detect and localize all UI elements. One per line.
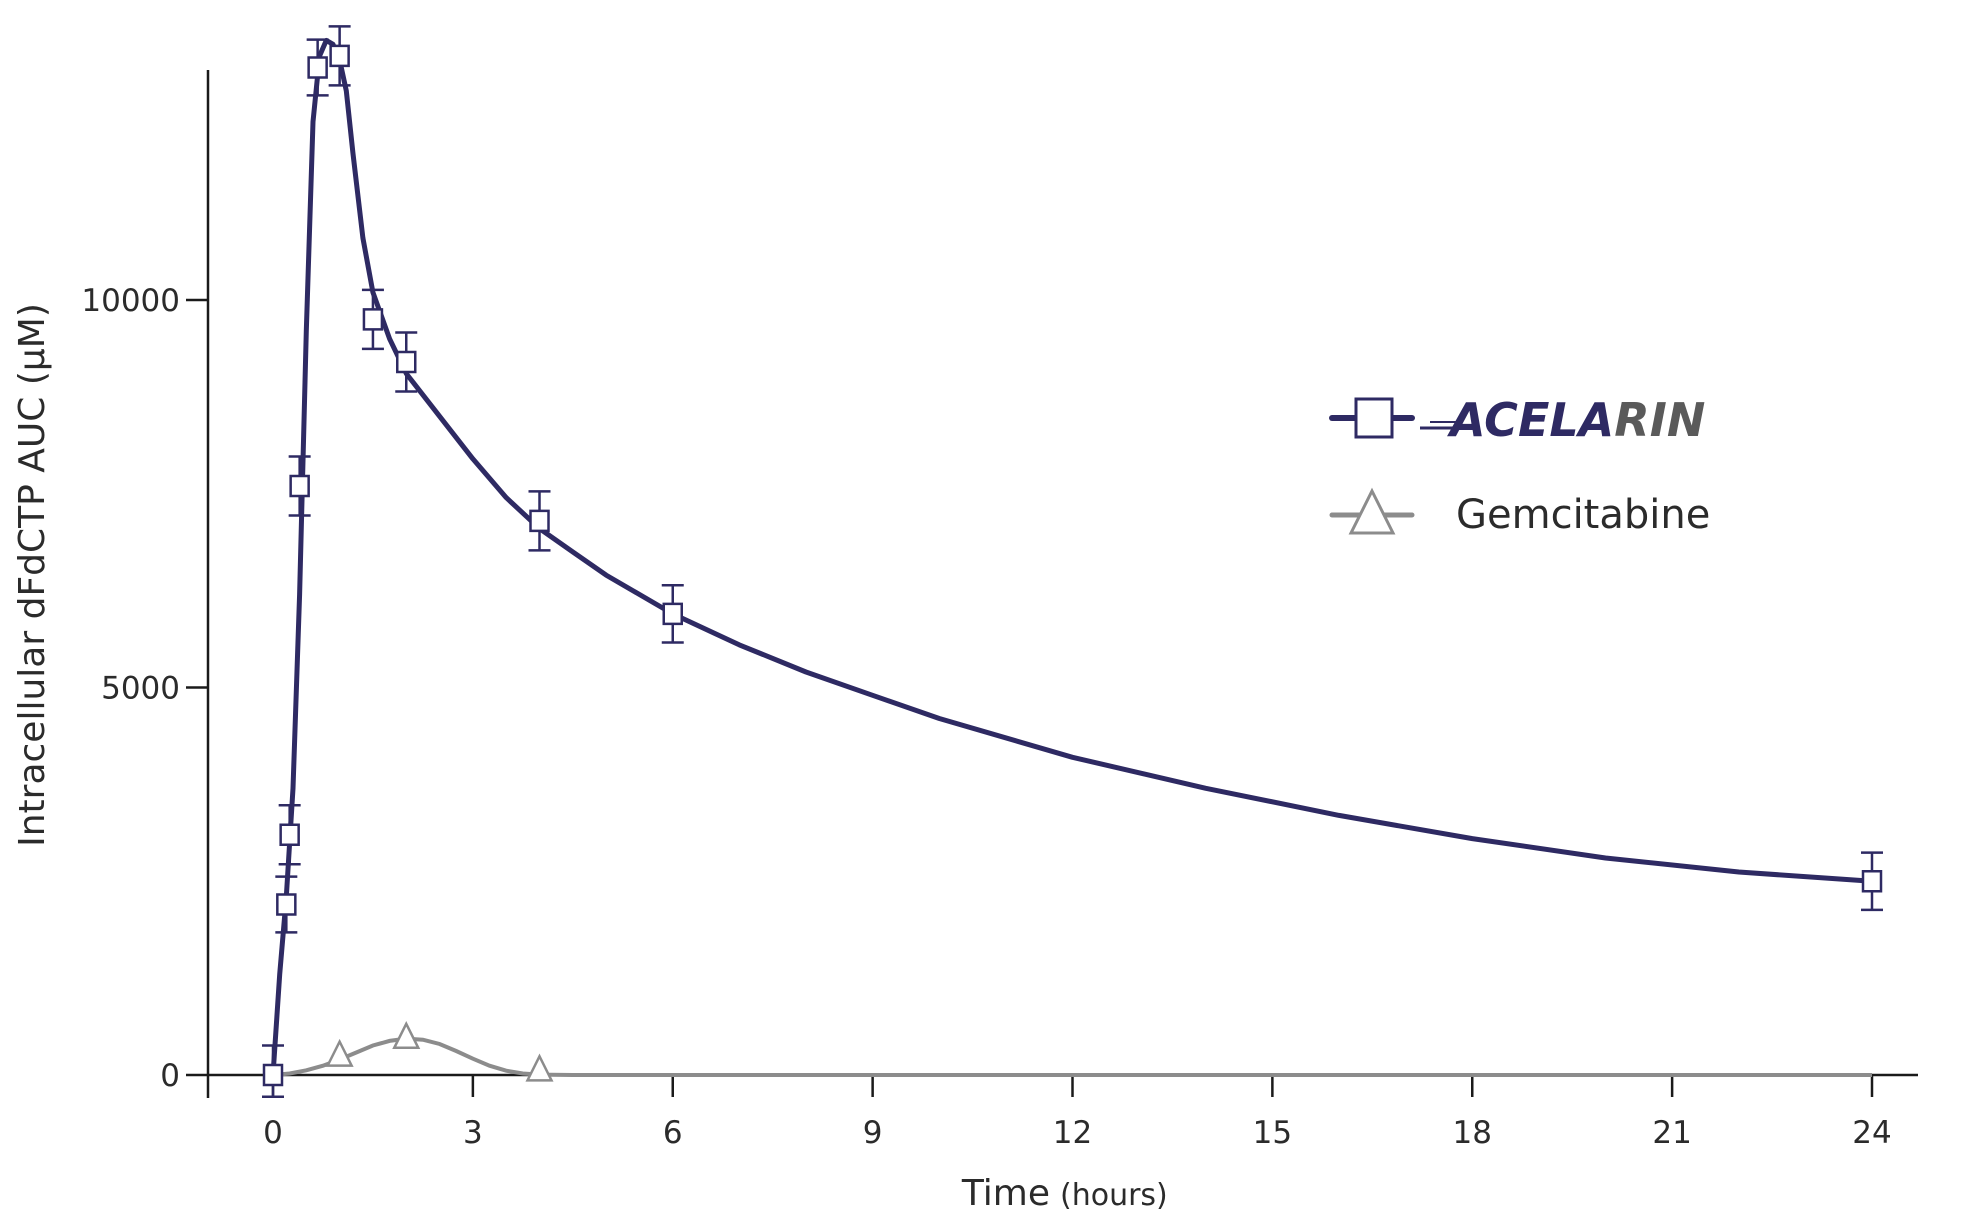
acelarin-point xyxy=(262,1063,284,1087)
gemcitabine-point xyxy=(392,1021,421,1050)
legend-acelarin-label-main: ACELA xyxy=(1447,393,1614,447)
y-ticks: 0 5000 10000 xyxy=(81,283,208,1094)
gemcitabine-point xyxy=(525,1053,554,1082)
x-axis-unit: (hours) xyxy=(1060,1178,1168,1213)
gemcitabine-point xyxy=(325,1038,354,1067)
series-acelarin xyxy=(262,25,1883,1098)
legend-acelarin-label: ACELARIN xyxy=(1447,393,1705,447)
x-tick-label: 6 xyxy=(663,1115,683,1151)
x-tick-label: 12 xyxy=(1053,1115,1092,1151)
legend-gemcitabine-triangle-icon xyxy=(1348,487,1396,535)
acelarin-point xyxy=(396,350,417,374)
x-axis-title: Time xyxy=(961,1173,1050,1214)
legend-gemcitabine-label: Gemcitabine xyxy=(1456,492,1710,538)
acelarin-point xyxy=(307,56,328,79)
acelarin-point xyxy=(662,602,683,626)
x-tick-label: 15 xyxy=(1253,1115,1292,1151)
y-axis-title: Intracellular dFdCTP AUC (µM) xyxy=(12,303,53,847)
legend: ACELARIN Gemcitabine xyxy=(1329,393,1710,538)
x-tick-label: 9 xyxy=(863,1115,883,1151)
acelarin-point xyxy=(362,308,384,331)
series-gemcitabine xyxy=(272,1021,1872,1082)
legend-acelarin-square-icon xyxy=(1354,397,1394,439)
acelarin-point xyxy=(329,44,350,68)
axes xyxy=(206,70,1918,1098)
legend-item-gemcitabine: Gemcitabine xyxy=(1329,487,1710,538)
acelarin-point xyxy=(529,509,550,533)
acelarin-point xyxy=(276,893,297,916)
x-tick-label: 24 xyxy=(1852,1115,1891,1151)
acelarin-logo: ACELARIN xyxy=(1420,393,1705,447)
legend-acelarin-label-tail: RIN xyxy=(1614,393,1705,447)
y-tick-label: 5000 xyxy=(101,671,180,707)
gemcitabine-curve xyxy=(272,1036,1872,1077)
x-tick-label: 21 xyxy=(1652,1115,1691,1151)
x-tick-label: 3 xyxy=(463,1115,483,1151)
y-tick-label: 0 xyxy=(160,1058,180,1094)
x-ticks: 0 3 6 9 12 15 18 21 24 xyxy=(263,1075,1892,1151)
x-tick-label: 18 xyxy=(1453,1115,1492,1151)
acelarin-curve xyxy=(270,37,1873,1076)
acelarin-point xyxy=(289,474,310,498)
x-tick-label: 0 xyxy=(263,1115,283,1151)
acelarin-point xyxy=(1861,870,1883,893)
legend-item-acelarin: ACELARIN xyxy=(1329,393,1705,447)
y-tick-label: 10000 xyxy=(81,283,180,319)
acelarin-point xyxy=(279,823,300,846)
